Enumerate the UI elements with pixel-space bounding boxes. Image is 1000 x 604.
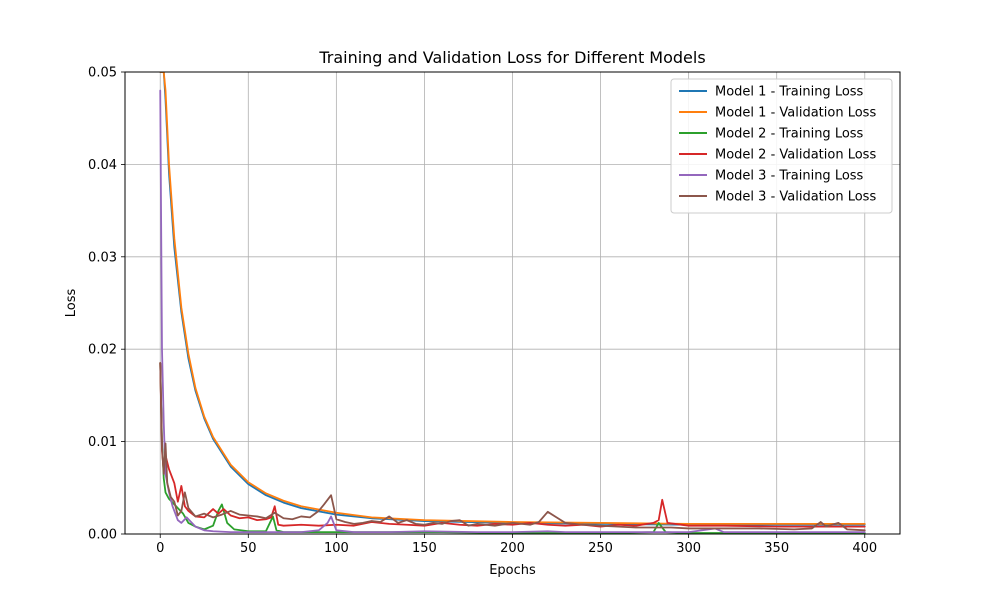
x-tick-label: 50	[240, 541, 257, 556]
y-tick-label: 0.05	[88, 66, 117, 81]
y-tick-label: 0.00	[88, 528, 117, 543]
legend-box	[670, 78, 893, 214]
legend-label: Model 2 - Validation Loss	[715, 148, 876, 163]
x-tick-label: 300	[676, 541, 701, 556]
legend-label: Model 3 - Training Loss	[715, 169, 864, 184]
x-tick-label: 250	[588, 541, 613, 556]
series-line-4	[159, 362, 866, 528]
legend-label: Model 3 - Validation Loss	[715, 190, 876, 205]
y-tick-label: 0.02	[88, 343, 117, 358]
x-axis-label: Epochs	[489, 563, 536, 578]
x-tick-label: 0	[156, 541, 164, 556]
legend-item: Model 2 - Training Loss	[679, 127, 864, 142]
x-tick-label: 350	[764, 541, 789, 556]
legend-item: Model 3 - Validation Loss	[679, 190, 876, 205]
y-tick-label: 0.04	[88, 158, 117, 173]
y-axis-ticks: 0.00 0.01 0.02 0.03 0.04 0.05	[88, 66, 125, 543]
series-line-2	[159, 72, 866, 525]
series-line-6	[159, 362, 866, 532]
y-axis-label: Loss	[64, 289, 79, 318]
legend-label: Model 1 - Validation Loss	[715, 106, 876, 121]
legend-label: Model 2 - Training Loss	[715, 127, 864, 142]
y-tick-label: 0.03	[88, 250, 117, 265]
chart-title: Training and Validation Loss for Differe…	[318, 48, 705, 67]
legend-item: Model 1 - Training Loss	[679, 85, 864, 100]
legend-item: Model 3 - Training Loss	[679, 169, 864, 184]
x-tick-label: 150	[412, 541, 437, 556]
legend: Model 1 - Training Loss Model 1 - Validat…	[670, 78, 893, 214]
x-axis-ticks: 0 50 100 150 200 250 300 350 400	[156, 534, 877, 556]
series-line-5	[159, 89, 866, 534]
y-tick-label: 0.01	[88, 435, 117, 450]
legend-label: Model 1 - Training Loss	[715, 85, 864, 100]
x-tick-label: 100	[324, 541, 349, 556]
x-tick-label: 400	[852, 541, 877, 556]
legend-item: Model 1 - Validation Loss	[679, 106, 876, 121]
x-tick-label: 200	[500, 541, 525, 556]
plot-lines	[159, 72, 866, 534]
legend-item: Model 2 - Validation Loss	[679, 148, 876, 163]
